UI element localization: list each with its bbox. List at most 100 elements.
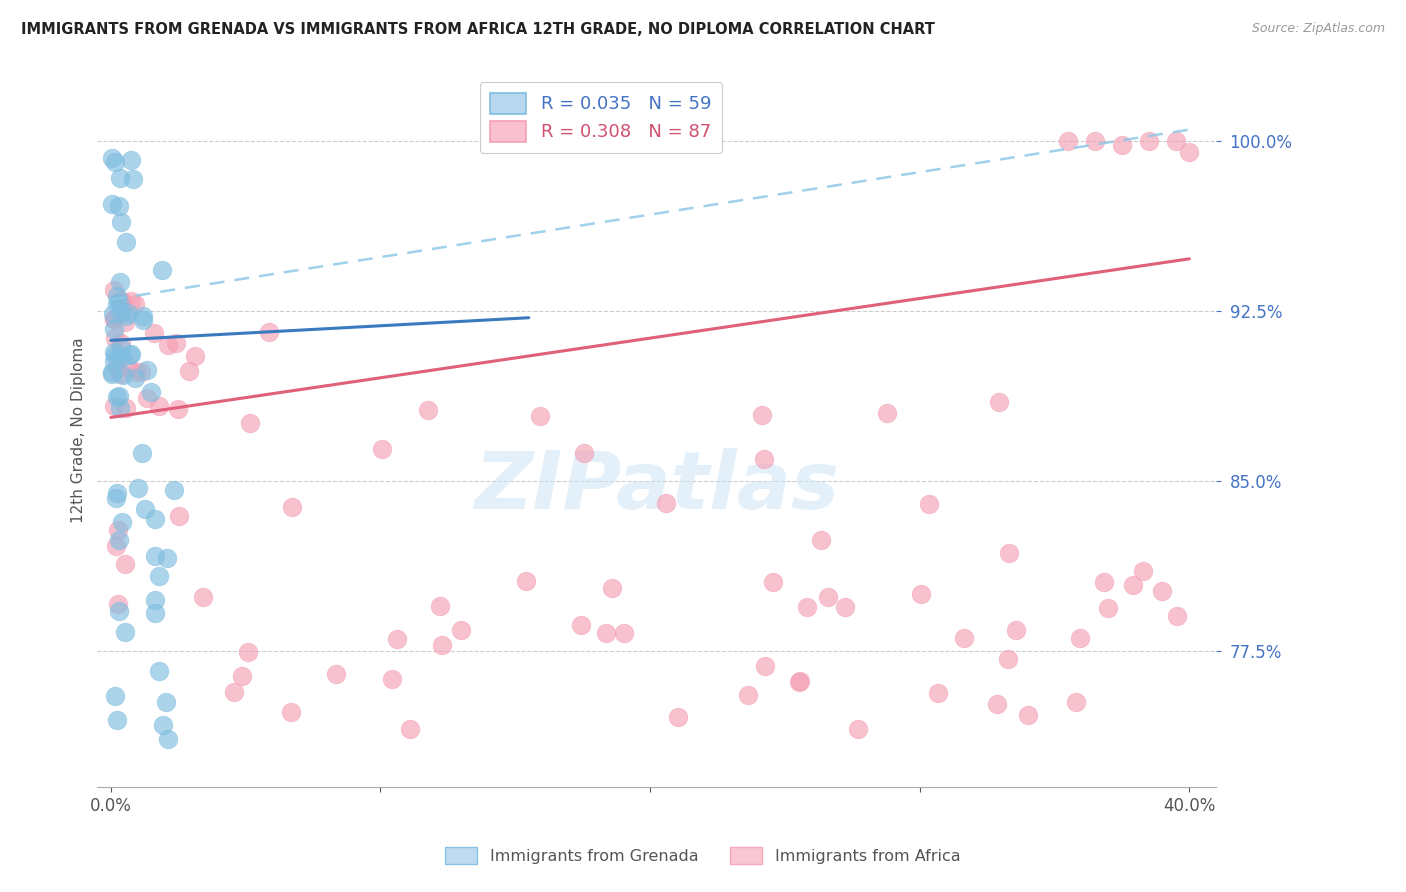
Point xyxy=(104,331,127,345)
Point xyxy=(184,349,207,363)
Point xyxy=(124,365,146,379)
Point xyxy=(165,336,187,351)
Legend: Immigrants from Grenada, Immigrants from Africa: Immigrants from Grenada, Immigrants from… xyxy=(439,840,967,871)
Point xyxy=(121,172,143,186)
Point xyxy=(120,346,142,360)
Point xyxy=(450,624,472,638)
Point xyxy=(129,365,152,379)
Point xyxy=(600,581,623,595)
Point xyxy=(103,345,125,359)
Point xyxy=(789,673,811,688)
Point xyxy=(101,368,124,382)
Point xyxy=(429,599,451,613)
Point xyxy=(952,631,974,645)
Point xyxy=(115,401,138,416)
Point xyxy=(114,309,136,323)
Point xyxy=(1064,695,1087,709)
Point xyxy=(191,590,214,604)
Point xyxy=(1017,708,1039,723)
Point xyxy=(103,312,125,326)
Point xyxy=(105,360,128,375)
Point xyxy=(281,500,304,515)
Point xyxy=(110,350,132,364)
Point xyxy=(754,452,776,467)
Point xyxy=(1092,575,1115,590)
Point xyxy=(371,442,394,457)
Point xyxy=(127,481,149,495)
Point xyxy=(107,597,129,611)
Point xyxy=(239,416,262,430)
Point xyxy=(166,401,188,416)
Point xyxy=(108,171,131,186)
Point xyxy=(143,512,166,526)
Point xyxy=(381,672,404,686)
Point xyxy=(613,626,636,640)
Point xyxy=(231,669,253,683)
Point xyxy=(1137,134,1160,148)
Point xyxy=(846,723,869,737)
Point xyxy=(141,385,163,400)
Point xyxy=(385,632,408,646)
Point xyxy=(112,368,135,383)
Point xyxy=(1069,631,1091,645)
Point xyxy=(810,533,832,547)
Point xyxy=(163,483,186,498)
Point xyxy=(574,445,596,459)
Point xyxy=(148,569,170,583)
Point xyxy=(117,306,139,320)
Point xyxy=(177,364,200,378)
Point xyxy=(1057,134,1080,148)
Point xyxy=(169,508,191,523)
Point xyxy=(236,645,259,659)
Point xyxy=(259,326,281,340)
Point xyxy=(666,710,689,724)
Point xyxy=(737,688,759,702)
Text: IMMIGRANTS FROM GRENADA VS IMMIGRANTS FROM AFRICA 12TH GRADE, NO DIPLOMA CORRELA: IMMIGRANTS FROM GRENADA VS IMMIGRANTS FR… xyxy=(21,22,935,37)
Point xyxy=(1005,624,1028,638)
Point xyxy=(114,625,136,640)
Point xyxy=(1164,134,1187,148)
Point xyxy=(103,312,125,326)
Point xyxy=(110,294,132,309)
Point xyxy=(117,359,139,374)
Point xyxy=(107,199,129,213)
Point xyxy=(132,313,155,327)
Point xyxy=(325,667,347,681)
Point xyxy=(104,348,127,362)
Point xyxy=(569,618,592,632)
Point xyxy=(124,371,146,385)
Point xyxy=(136,392,159,406)
Point xyxy=(112,295,135,310)
Y-axis label: 12th Grade, No Diploma: 12th Grade, No Diploma xyxy=(72,337,86,523)
Point xyxy=(761,575,783,590)
Point xyxy=(108,295,131,310)
Point xyxy=(515,574,537,589)
Point xyxy=(143,592,166,607)
Point xyxy=(280,705,302,719)
Point xyxy=(917,497,939,511)
Point xyxy=(997,546,1019,560)
Point xyxy=(148,399,170,413)
Point xyxy=(986,698,1008,712)
Point xyxy=(997,651,1019,665)
Point xyxy=(157,338,180,352)
Point xyxy=(101,307,124,321)
Point xyxy=(105,714,128,728)
Point xyxy=(105,390,128,404)
Point xyxy=(120,153,142,167)
Point xyxy=(131,446,153,460)
Point xyxy=(108,306,131,320)
Point xyxy=(110,341,132,355)
Point xyxy=(101,151,124,165)
Point xyxy=(418,403,440,417)
Point xyxy=(152,717,174,731)
Point xyxy=(132,310,155,324)
Point xyxy=(150,262,173,277)
Point xyxy=(110,214,132,228)
Point xyxy=(118,349,141,363)
Point xyxy=(108,368,131,382)
Point xyxy=(1150,584,1173,599)
Point xyxy=(143,606,166,620)
Point xyxy=(143,549,166,563)
Point xyxy=(108,401,131,415)
